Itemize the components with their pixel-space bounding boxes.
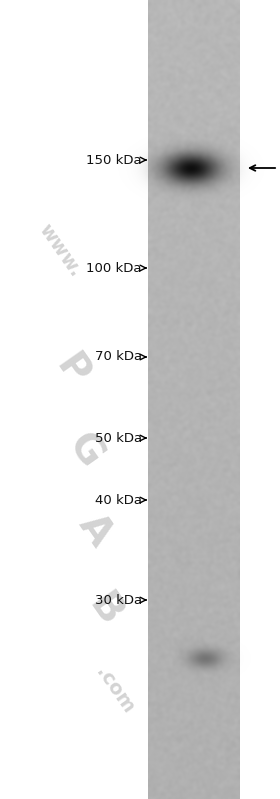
Text: 70 kDa: 70 kDa xyxy=(95,351,142,364)
Text: 100 kDa: 100 kDa xyxy=(87,261,142,275)
Text: 40 kDa: 40 kDa xyxy=(95,494,142,507)
Text: B: B xyxy=(81,587,129,633)
Text: P: P xyxy=(48,348,96,392)
Text: 30 kDa: 30 kDa xyxy=(95,594,142,606)
Text: 50 kDa: 50 kDa xyxy=(95,431,142,444)
Text: .com: .com xyxy=(92,663,138,717)
Text: www.: www. xyxy=(35,220,85,280)
Text: 150 kDa: 150 kDa xyxy=(86,153,142,166)
Text: A: A xyxy=(71,507,119,553)
Text: G: G xyxy=(60,426,110,474)
